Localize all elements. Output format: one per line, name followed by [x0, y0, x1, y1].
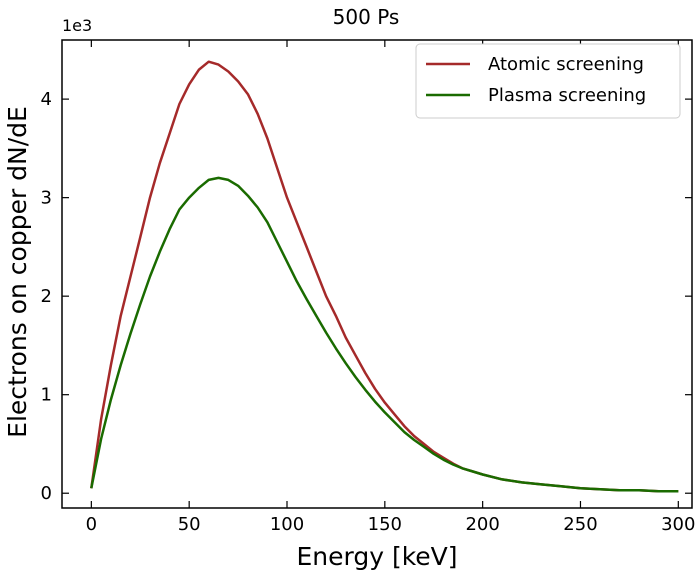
x-tick-label: 300	[661, 514, 695, 535]
y-tick-label: 1	[41, 385, 52, 406]
y-tick-label: 0	[41, 483, 52, 504]
x-tick-label: 150	[368, 514, 402, 535]
y-offset-label: 1e3	[62, 16, 92, 35]
plot-frame	[61, 39, 693, 509]
y-tick-label: 4	[41, 89, 52, 110]
ticks-layer: 0 50 100 150 200 250 300 0 1 2 3 4	[41, 40, 695, 535]
legend-box	[415, 43, 681, 119]
chart-title: 500 Ps	[333, 5, 400, 29]
y-axis-label: Electrons on copper dN/dE	[3, 106, 32, 438]
x-tick-label: 250	[563, 514, 597, 535]
y-tick-label: 3	[41, 188, 52, 209]
x-tick-label: 200	[465, 514, 499, 535]
x-axis-label: Energy [keV]	[296, 542, 457, 571]
legend-label-atomic: Atomic screening	[488, 54, 644, 75]
legend: Atomic screening Plasma screening	[415, 43, 681, 119]
legend-label-plasma: Plasma screening	[488, 85, 646, 106]
x-tick-label: 0	[86, 514, 97, 535]
x-tick-label: 50	[178, 514, 201, 535]
series-layer	[90, 60, 679, 493]
y-tick-label: 2	[41, 286, 52, 307]
series-line-plasma-screening	[90, 176, 679, 493]
x-tick-label: 100	[270, 514, 304, 535]
